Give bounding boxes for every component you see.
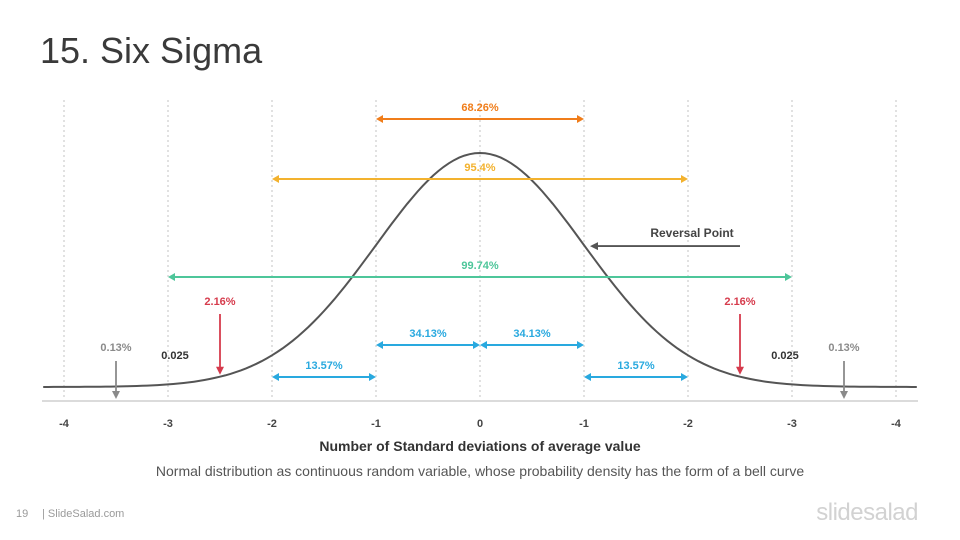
range-13-left-label: 13.57% — [305, 360, 343, 372]
value-left-label: 0.025 — [161, 350, 189, 362]
arrowhead-left — [376, 341, 383, 349]
range-arrows: 68.26% 95.4% 99.74% 34.13% 34.13% 13.57% 13.57… — [168, 102, 792, 381]
arrowhead-right — [577, 115, 584, 123]
range-34-left-arrow: 34.13% — [376, 328, 480, 349]
arrowhead-left — [584, 373, 591, 381]
range-68-arrow: 68.26% — [376, 102, 584, 123]
arrowhead-right — [785, 273, 792, 281]
tick-label: -2 — [683, 418, 693, 430]
range-99-label: 99.74% — [461, 260, 499, 272]
range-13-right-label: 13.57% — [617, 360, 655, 372]
tail-right-label: 2.16% — [724, 296, 755, 308]
range-99-arrow: 99.74% — [168, 260, 792, 281]
bell-curve — [43, 151, 917, 388]
range-95-label: 95.4% — [464, 162, 495, 174]
slidesalad-logo: slidesalad — [816, 499, 918, 526]
tail-right-arrowhead — [736, 366, 744, 375]
tail-left-arrowhead — [216, 366, 224, 375]
tick-label: -3 — [163, 418, 173, 430]
range-34-right-arrow: 34.13% — [480, 328, 584, 349]
x-axis-label: Number of Standard deviations of average… — [319, 438, 641, 454]
outer-left-label: 0.13% — [100, 342, 131, 354]
arrowhead-right — [681, 373, 688, 381]
range-95-arrow: 95.4% — [272, 162, 688, 183]
arrowhead-left — [272, 175, 279, 183]
page-number: 19 — [16, 508, 29, 520]
arrowhead-right — [473, 341, 480, 349]
arrowhead-left — [272, 373, 279, 381]
range-68-label: 68.26% — [461, 102, 499, 114]
arrowhead-right — [577, 341, 584, 349]
arrowhead-right — [369, 373, 376, 381]
range-13-left-arrow: 13.57% — [272, 360, 376, 381]
tick-labels: -4 -3 -2 -1 0 -1 -2 -3 -4 — [59, 418, 902, 430]
slide-title: 15. Six Sigma — [40, 30, 263, 71]
outer-right-arrowhead — [840, 391, 848, 399]
outer-left-arrowhead — [112, 391, 120, 399]
tick-label: -3 — [787, 418, 797, 430]
tick-label: 0 — [477, 418, 483, 430]
tick-label: -1 — [579, 418, 589, 430]
arrowhead-left — [168, 273, 175, 281]
arrowhead-left — [480, 341, 487, 349]
site-link[interactable]: | SlideSalad.com — [42, 508, 125, 520]
reversal-point-label: Reversal Point — [650, 226, 733, 240]
tail-left-label: 2.16% — [204, 296, 235, 308]
arrowhead-left — [376, 115, 383, 123]
tick-label: -4 — [891, 418, 902, 430]
caption: Normal distribution as continuous random… — [155, 463, 805, 479]
range-13-right-arrow: 13.57% — [584, 360, 688, 381]
value-right-label: 0.025 — [771, 350, 799, 362]
tick-label: -2 — [267, 418, 277, 430]
outer-right-label: 0.13% — [828, 342, 859, 354]
reversal-point-arrowhead — [590, 242, 598, 251]
tick-label: -1 — [371, 418, 381, 430]
tick-label: -4 — [59, 418, 70, 430]
arrowhead-right — [681, 175, 688, 183]
range-34-left-label: 34.13% — [409, 328, 447, 340]
annotations: Reversal Point 2.16% 2.16% 0.13% 0.13% 0… — [100, 226, 860, 399]
range-34-right-label: 34.13% — [513, 328, 551, 340]
